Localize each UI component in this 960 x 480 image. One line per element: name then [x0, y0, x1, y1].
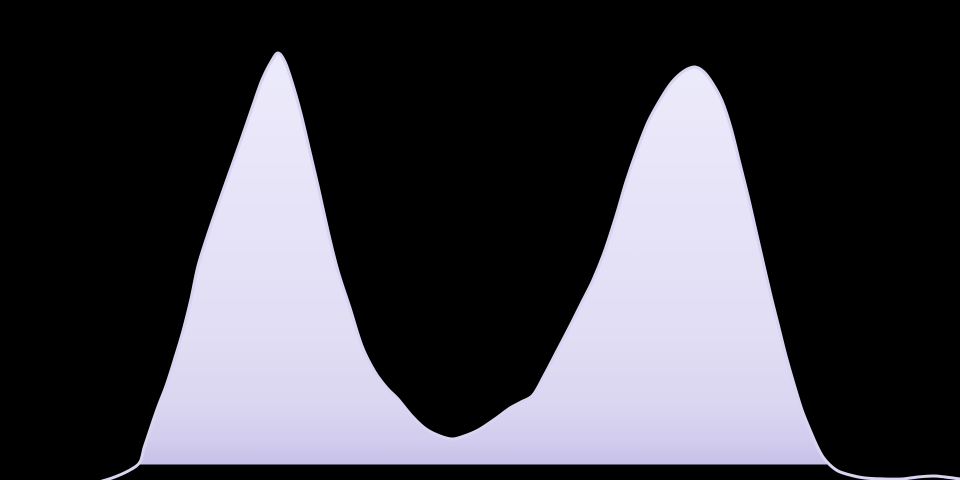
density-curve-line	[100, 51, 960, 480]
density-curve-svg	[100, 51, 960, 480]
bimodal-density-chart	[40, 16, 960, 480]
